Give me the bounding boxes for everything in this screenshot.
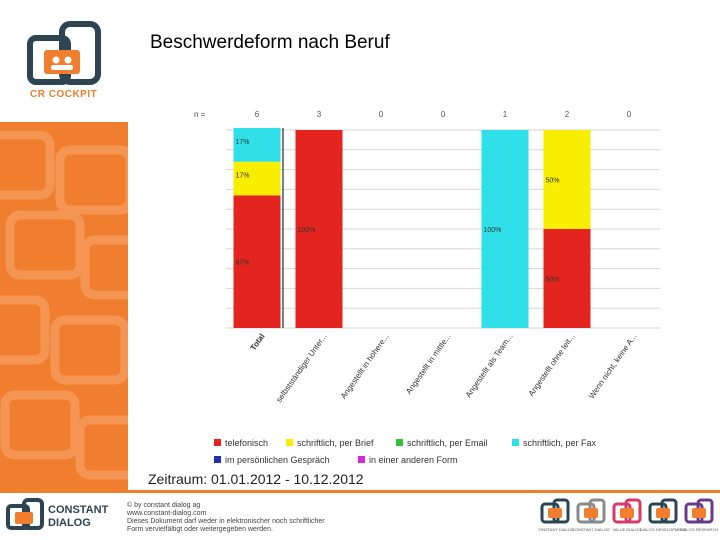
company-name-line2: DIALOG [48,517,91,529]
legend-swatch [286,439,293,446]
data-label: 17% [236,173,250,180]
footer-line-notice-2: Form vervielfältigt oder weitergegeben w… [127,526,273,533]
brand-name: CR COCKPIT [30,89,98,100]
data-label: 100% [298,227,316,234]
legend-swatch [396,439,403,446]
data-label: 67% [236,260,250,267]
n-value: 3 [317,110,322,119]
category-label: Angestellt als Team... [464,332,515,399]
legend-label: telefonisch [225,438,268,448]
bar-segment [233,195,281,328]
brand-badge-label: DIALOG DEVELOPMENT [640,527,687,532]
legend-label: schriftlich, per Fax [523,438,597,448]
category-label: Angestellt in mittle... [404,332,452,396]
n-value: 2 [565,110,570,119]
footer-divider [0,490,720,493]
legend-swatch [214,456,221,463]
category-label: Angestellt in höhere... [339,332,391,401]
category-label: Total [249,332,267,352]
brand-badge-icon: DIALOG RESEARCH [680,498,719,532]
brand-badge-label: DIALOG RESEARCH [680,527,719,532]
brand-badge-icon: DIALOG DEVELOPMENT [640,498,687,532]
legend-label: schriftlich, per Brief [297,438,374,448]
legend-label: in einer anderen Form [369,455,458,465]
brand-badge-icon: CONSTANT DIALOG [572,498,610,532]
data-label: 100% [484,227,502,234]
brand-badge-icon: VALUE DIALOG [612,498,642,532]
footer-line-notice-1: Dieses Dokument darf weder in elektronis… [127,518,325,525]
footer: CONSTANT DIALOG © by constant dialog ag … [0,490,720,540]
data-label: 17% [236,139,250,146]
legend-swatch [214,439,221,446]
period-label: Zeitraum: 01.01.2012 - 10.12.2012 [148,471,364,487]
company-name-line1: CONSTANT [48,504,109,516]
page-title: Beschwerdeform nach Beruf [150,32,390,53]
data-label: 50% [546,178,560,185]
bar-segment [233,161,281,196]
sidebar-pattern [0,0,128,490]
bar-segment [233,128,281,162]
footer-line-website: www.constant-dialog.com [127,510,207,517]
n-value: 0 [379,110,384,119]
legend-swatch [358,456,365,463]
data-label: 50% [546,277,560,284]
footer-line-copyright: © by constant dialog ag [127,502,201,509]
category-label: Angestellt ohne leit... [527,332,577,398]
legend-label: im persönlichen Gespräch [225,455,330,465]
bar-segment [481,130,529,328]
brand-sidebar: CR COCKPIT [0,0,128,490]
bar-segment [543,130,591,229]
stacked-bar-chart: n = 6 67% 17% 17% Total 3 100% selbstständiger U… [194,110,660,465]
category-label: selbstständiger Unter... [274,332,328,404]
bar-segment [543,229,591,328]
n-value: 0 [627,110,632,119]
n-value: 0 [441,110,446,119]
n-value: 6 [255,110,260,119]
n-label: n = [194,110,206,119]
brand-badge-label: CONSTANT DIALOG [572,527,610,532]
bar-segment [295,130,343,328]
legend-label: schriftlich, per Email [407,438,488,448]
brand-badge-label: VALUE DIALOG [612,527,641,532]
category-label: Wenn nicht, keine A... [587,332,639,400]
cr-cockpit-logo-icon [27,21,101,85]
brand-badge-icon: CONSTANT DIALOG [538,498,574,532]
legend-swatch [512,439,519,446]
constant-dialog-logo-icon [6,498,44,530]
brand-badge-label: CONSTANT DIALOG [538,527,574,532]
n-value: 1 [503,110,508,119]
